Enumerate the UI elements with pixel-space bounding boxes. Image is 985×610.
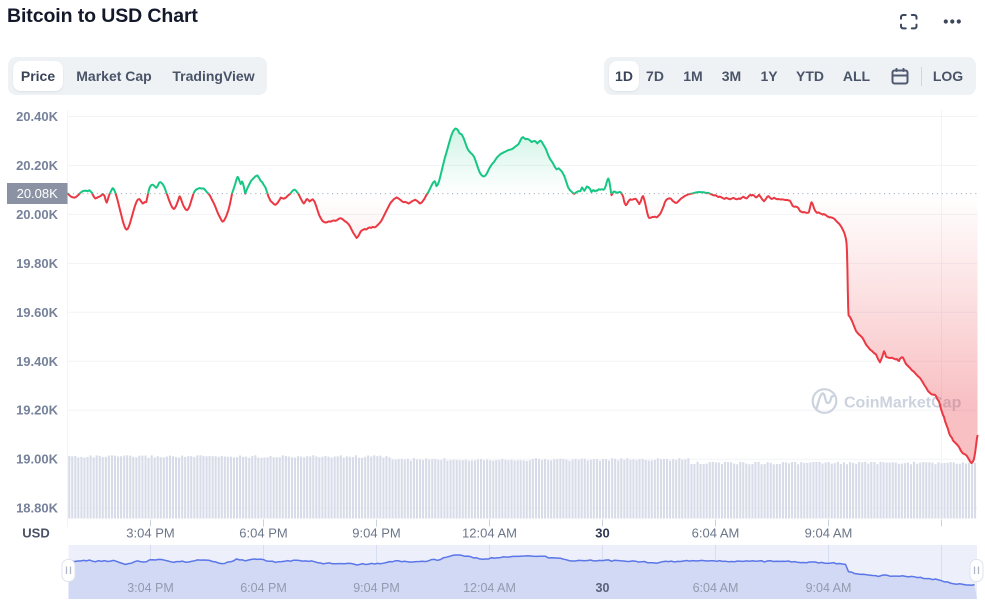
- svg-text:6:04 PM: 6:04 PM: [239, 526, 287, 541]
- svg-text:20.08K: 20.08K: [17, 186, 59, 201]
- svg-text:18.80K: 18.80K: [16, 500, 59, 515]
- svg-text:9:04 AM: 9:04 AM: [805, 526, 853, 541]
- svg-text:USD: USD: [22, 526, 49, 541]
- svg-text:6:04 AM: 6:04 AM: [693, 581, 739, 595]
- svg-text:9:04 PM: 9:04 PM: [352, 526, 400, 541]
- svg-text:30: 30: [596, 581, 610, 595]
- svg-text:30: 30: [595, 526, 609, 541]
- svg-text:3:04 PM: 3:04 PM: [127, 581, 174, 595]
- svg-text:19.60K: 19.60K: [16, 305, 59, 320]
- svg-text:6:04 AM: 6:04 AM: [692, 526, 740, 541]
- svg-text:20.40K: 20.40K: [16, 109, 59, 124]
- svg-text:12:04 AM: 12:04 AM: [463, 581, 516, 595]
- svg-text:20.20K: 20.20K: [16, 158, 59, 173]
- svg-text:3:04 PM: 3:04 PM: [126, 526, 174, 541]
- svg-text:20.00K: 20.00K: [16, 207, 59, 222]
- svg-text:9:04 AM: 9:04 AM: [806, 581, 852, 595]
- svg-text:9:04 PM: 9:04 PM: [353, 581, 400, 595]
- svg-text:19.20K: 19.20K: [16, 403, 59, 418]
- svg-text:6:04 PM: 6:04 PM: [240, 581, 287, 595]
- svg-text:19.40K: 19.40K: [16, 354, 59, 369]
- svg-text:19.00K: 19.00K: [16, 452, 59, 467]
- svg-text:12:04 AM: 12:04 AM: [462, 526, 517, 541]
- svg-text:19.80K: 19.80K: [16, 256, 59, 271]
- svg-text:CoinMarketCap: CoinMarketCap: [844, 395, 962, 412]
